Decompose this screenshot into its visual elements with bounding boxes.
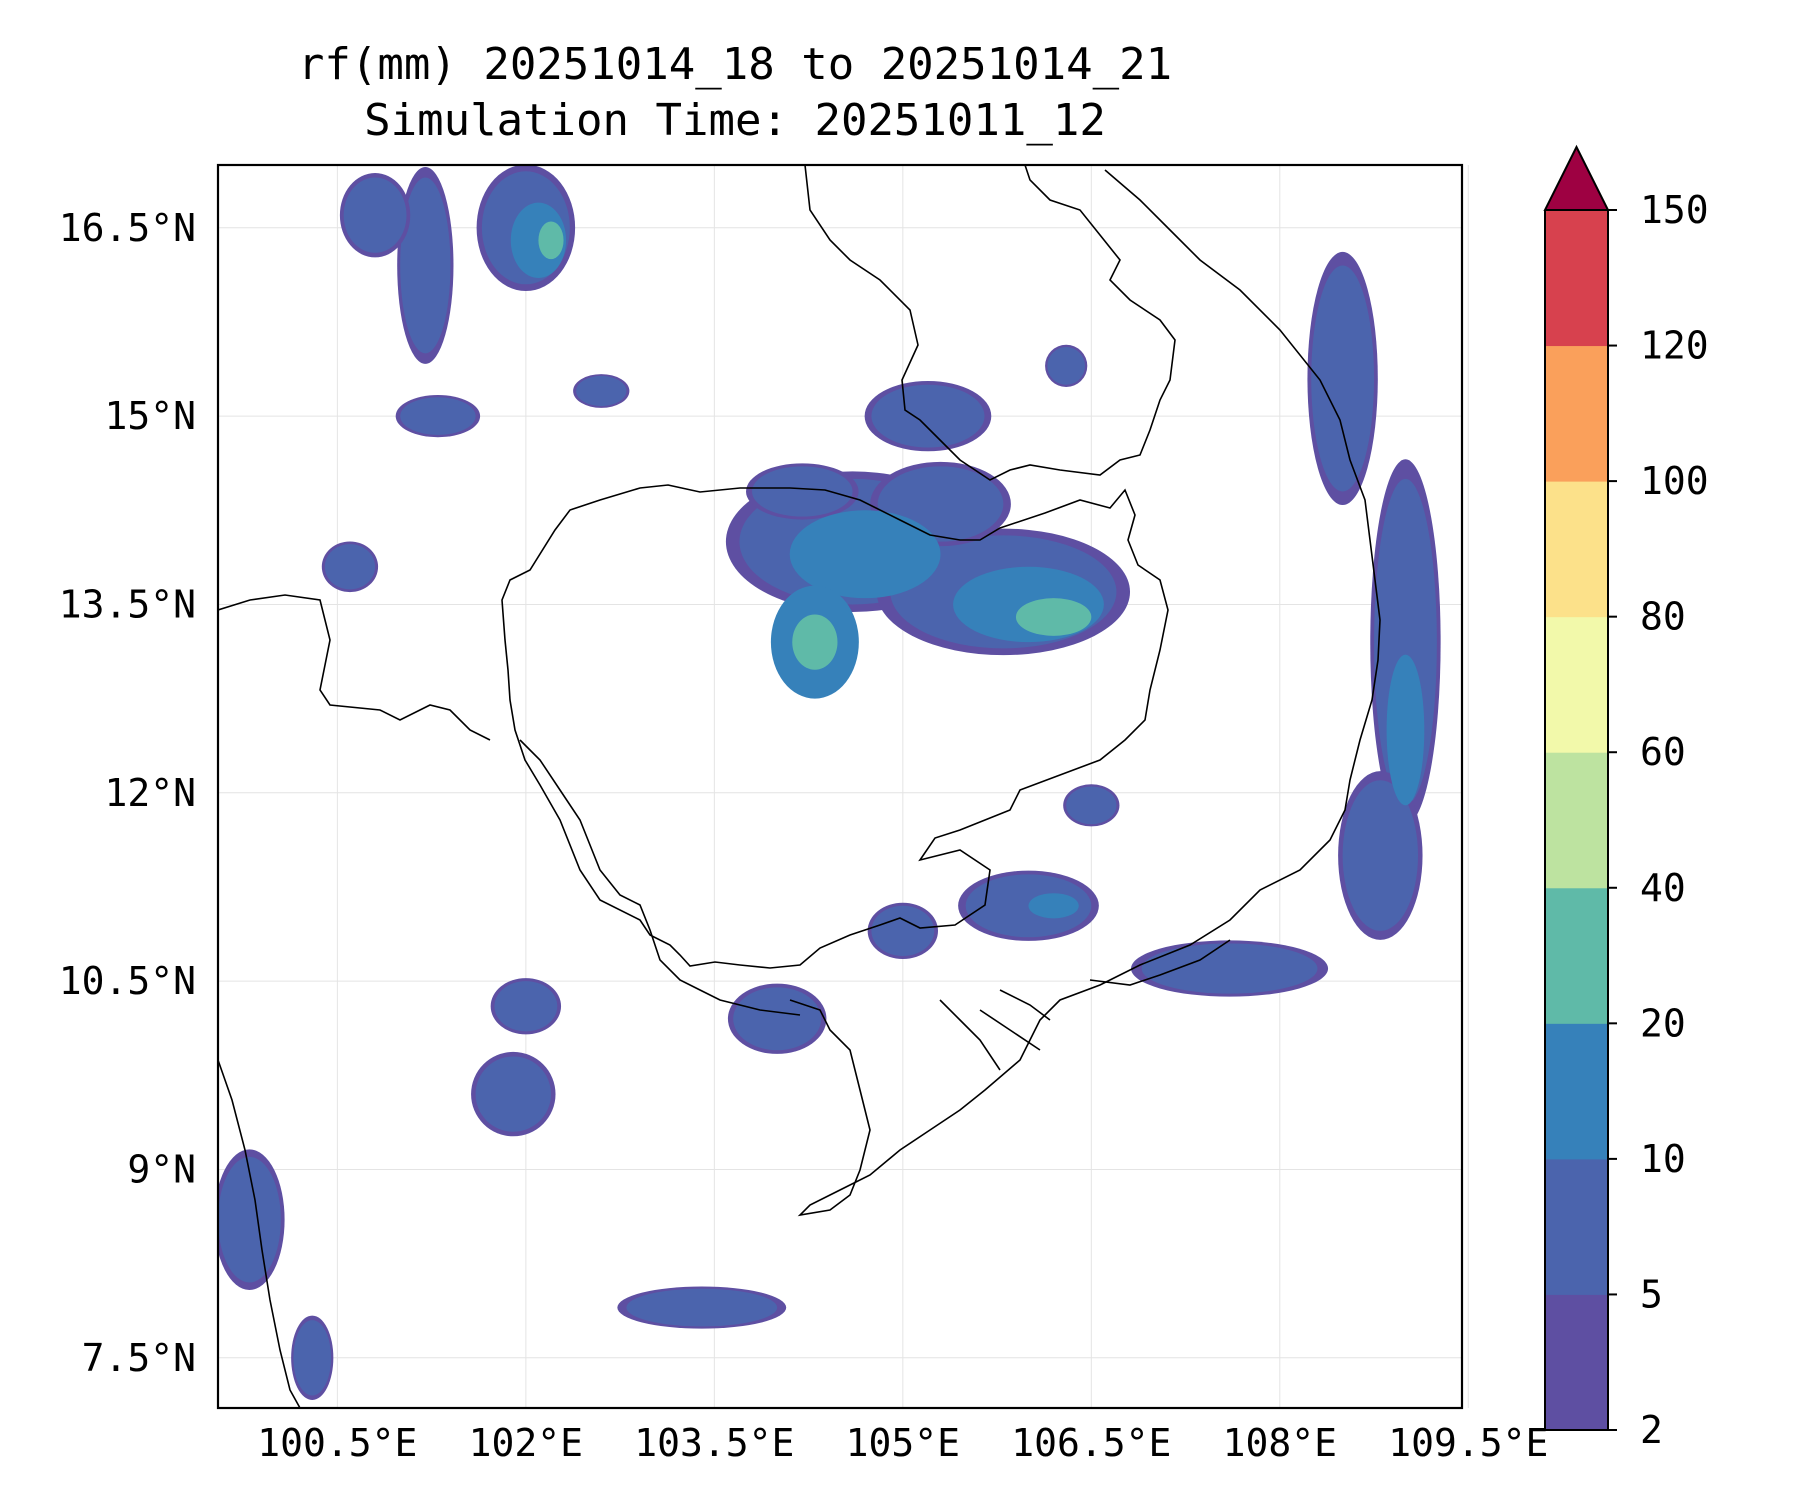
colorbar-tick-label: 100 [1640,459,1709,503]
colorbar-segment [1545,345,1608,482]
rain-cell-level-1 [293,1320,332,1396]
cambodia-border [501,484,1169,969]
map-title-line1: rf(mm) 20251014_18 to 20251014_21 [297,39,1173,90]
colorbar-segment [1545,210,1608,347]
rain-cell-level-1 [733,987,822,1051]
rain-cell-level-1 [324,544,376,590]
rain-cell-level-1 [576,375,627,407]
colorbar-tick-label: 120 [1640,324,1709,368]
lat-tick-label: 13.5°N [59,582,196,626]
longitude-tick-labels: 100.5°E 102°E 103.5°E 105°E 106.5°E 108°E 109.… [257,1421,1548,1465]
colorbar-outline [1544,210,1609,1431]
rain-cell-level-1 [218,1156,281,1283]
vietnam-south-coast-segment [1089,939,1231,986]
rain-cell-level-1 [1311,265,1375,492]
rain-cell-level-1 [1141,943,1318,994]
rain-cell-level-1 [343,177,407,253]
rain-cell-level-1 [1342,780,1419,931]
colorbar-tick-label: 10 [1640,1137,1686,1181]
colorbar-tick-label: 5 [1640,1272,1663,1316]
laos-vietnam-border [804,165,1176,481]
rain-cell-level-3 [1015,598,1092,636]
rain-cell-level-1 [626,1288,778,1327]
rain-cell-level-1 [400,397,476,435]
lon-tick-label: 106.5°E [1011,1421,1171,1465]
lat-tick-label: 7.5°N [82,1336,196,1380]
gulf-of-thailand-coast [519,739,801,1016]
colorbar-segment [1545,1294,1608,1431]
lat-tick-label: 12°N [104,771,196,815]
colorbar-segment [1545,1158,1608,1295]
lon-tick-label: 109.5°E [1388,1421,1548,1465]
colorbar-tick-label: 80 [1640,595,1686,639]
colorbar-segment [1545,616,1608,753]
lat-tick-label: 9°N [127,1147,196,1191]
rainfall-contours [218,165,1441,1400]
colorbar-extend-arrow [1543,144,1610,211]
malay-peninsula-coast [218,1059,301,1408]
colorbar: 2 5 10 20 40 60 80 100 120 150 [1543,144,1709,1452]
country-borders [218,165,1381,1408]
colorbar-tick-label: 150 [1640,188,1709,232]
rain-cell-level-2 [789,510,941,599]
lon-tick-label: 102°E [469,1421,583,1465]
rain-cell-level-1 [871,384,985,448]
thailand-laos-border [218,594,491,741]
colorbar-tick-label: 2 [1640,1408,1663,1452]
rain-cell-level-1 [965,874,1092,938]
lon-tick-label: 103.5°E [634,1421,794,1465]
rain-cell-level-2 [1386,654,1425,806]
colorbar-tick-label: 40 [1640,866,1686,910]
rain-cell-level-3 [792,614,838,670]
rain-cell-level-1 [475,1056,551,1132]
map-frame [216,163,1464,1410]
rain-cell-level-3 [538,221,564,260]
lon-tick-label: 100.5°E [257,1421,417,1465]
colorbar-segment [1545,752,1608,889]
rain-cell-level-1 [752,466,853,517]
colorbar-segment [1545,887,1608,1024]
vietnam-mekong-delta-shore [939,989,1051,1071]
lat-tick-label: 15°N [104,394,196,438]
map-background [218,165,1462,1408]
vietnam-coast [789,169,1381,1217]
colorbar-segment [1545,481,1608,618]
map-title-line2: Simulation Time: 20251011_12 [364,95,1106,146]
lat-tick-label: 10.5°N [59,959,196,1003]
latitude-tick-labels: 16.5°N 15°N 13.5°N 12°N 10.5°N 9°N 7.5°N [59,206,196,1380]
rain-cell-level-2 [1028,893,1079,919]
rain-cell-level-1 [1047,347,1086,385]
lon-tick-label: 108°E [1223,1421,1337,1465]
lon-tick-label: 105°E [846,1421,960,1465]
lat-tick-label: 16.5°N [59,206,196,250]
colorbar-segment [1545,1023,1608,1160]
colorbar-tick-label: 20 [1640,1001,1686,1045]
rain-cell-level-1 [494,981,558,1032]
rain-cell-level-1 [1066,786,1117,825]
rain-cell-level-2 [510,202,567,278]
colorbar-tick-label: 60 [1640,730,1686,774]
rain-cell-level-1 [871,905,935,957]
rain-cell-level-1 [400,177,451,354]
gridlines [218,165,1469,1408]
